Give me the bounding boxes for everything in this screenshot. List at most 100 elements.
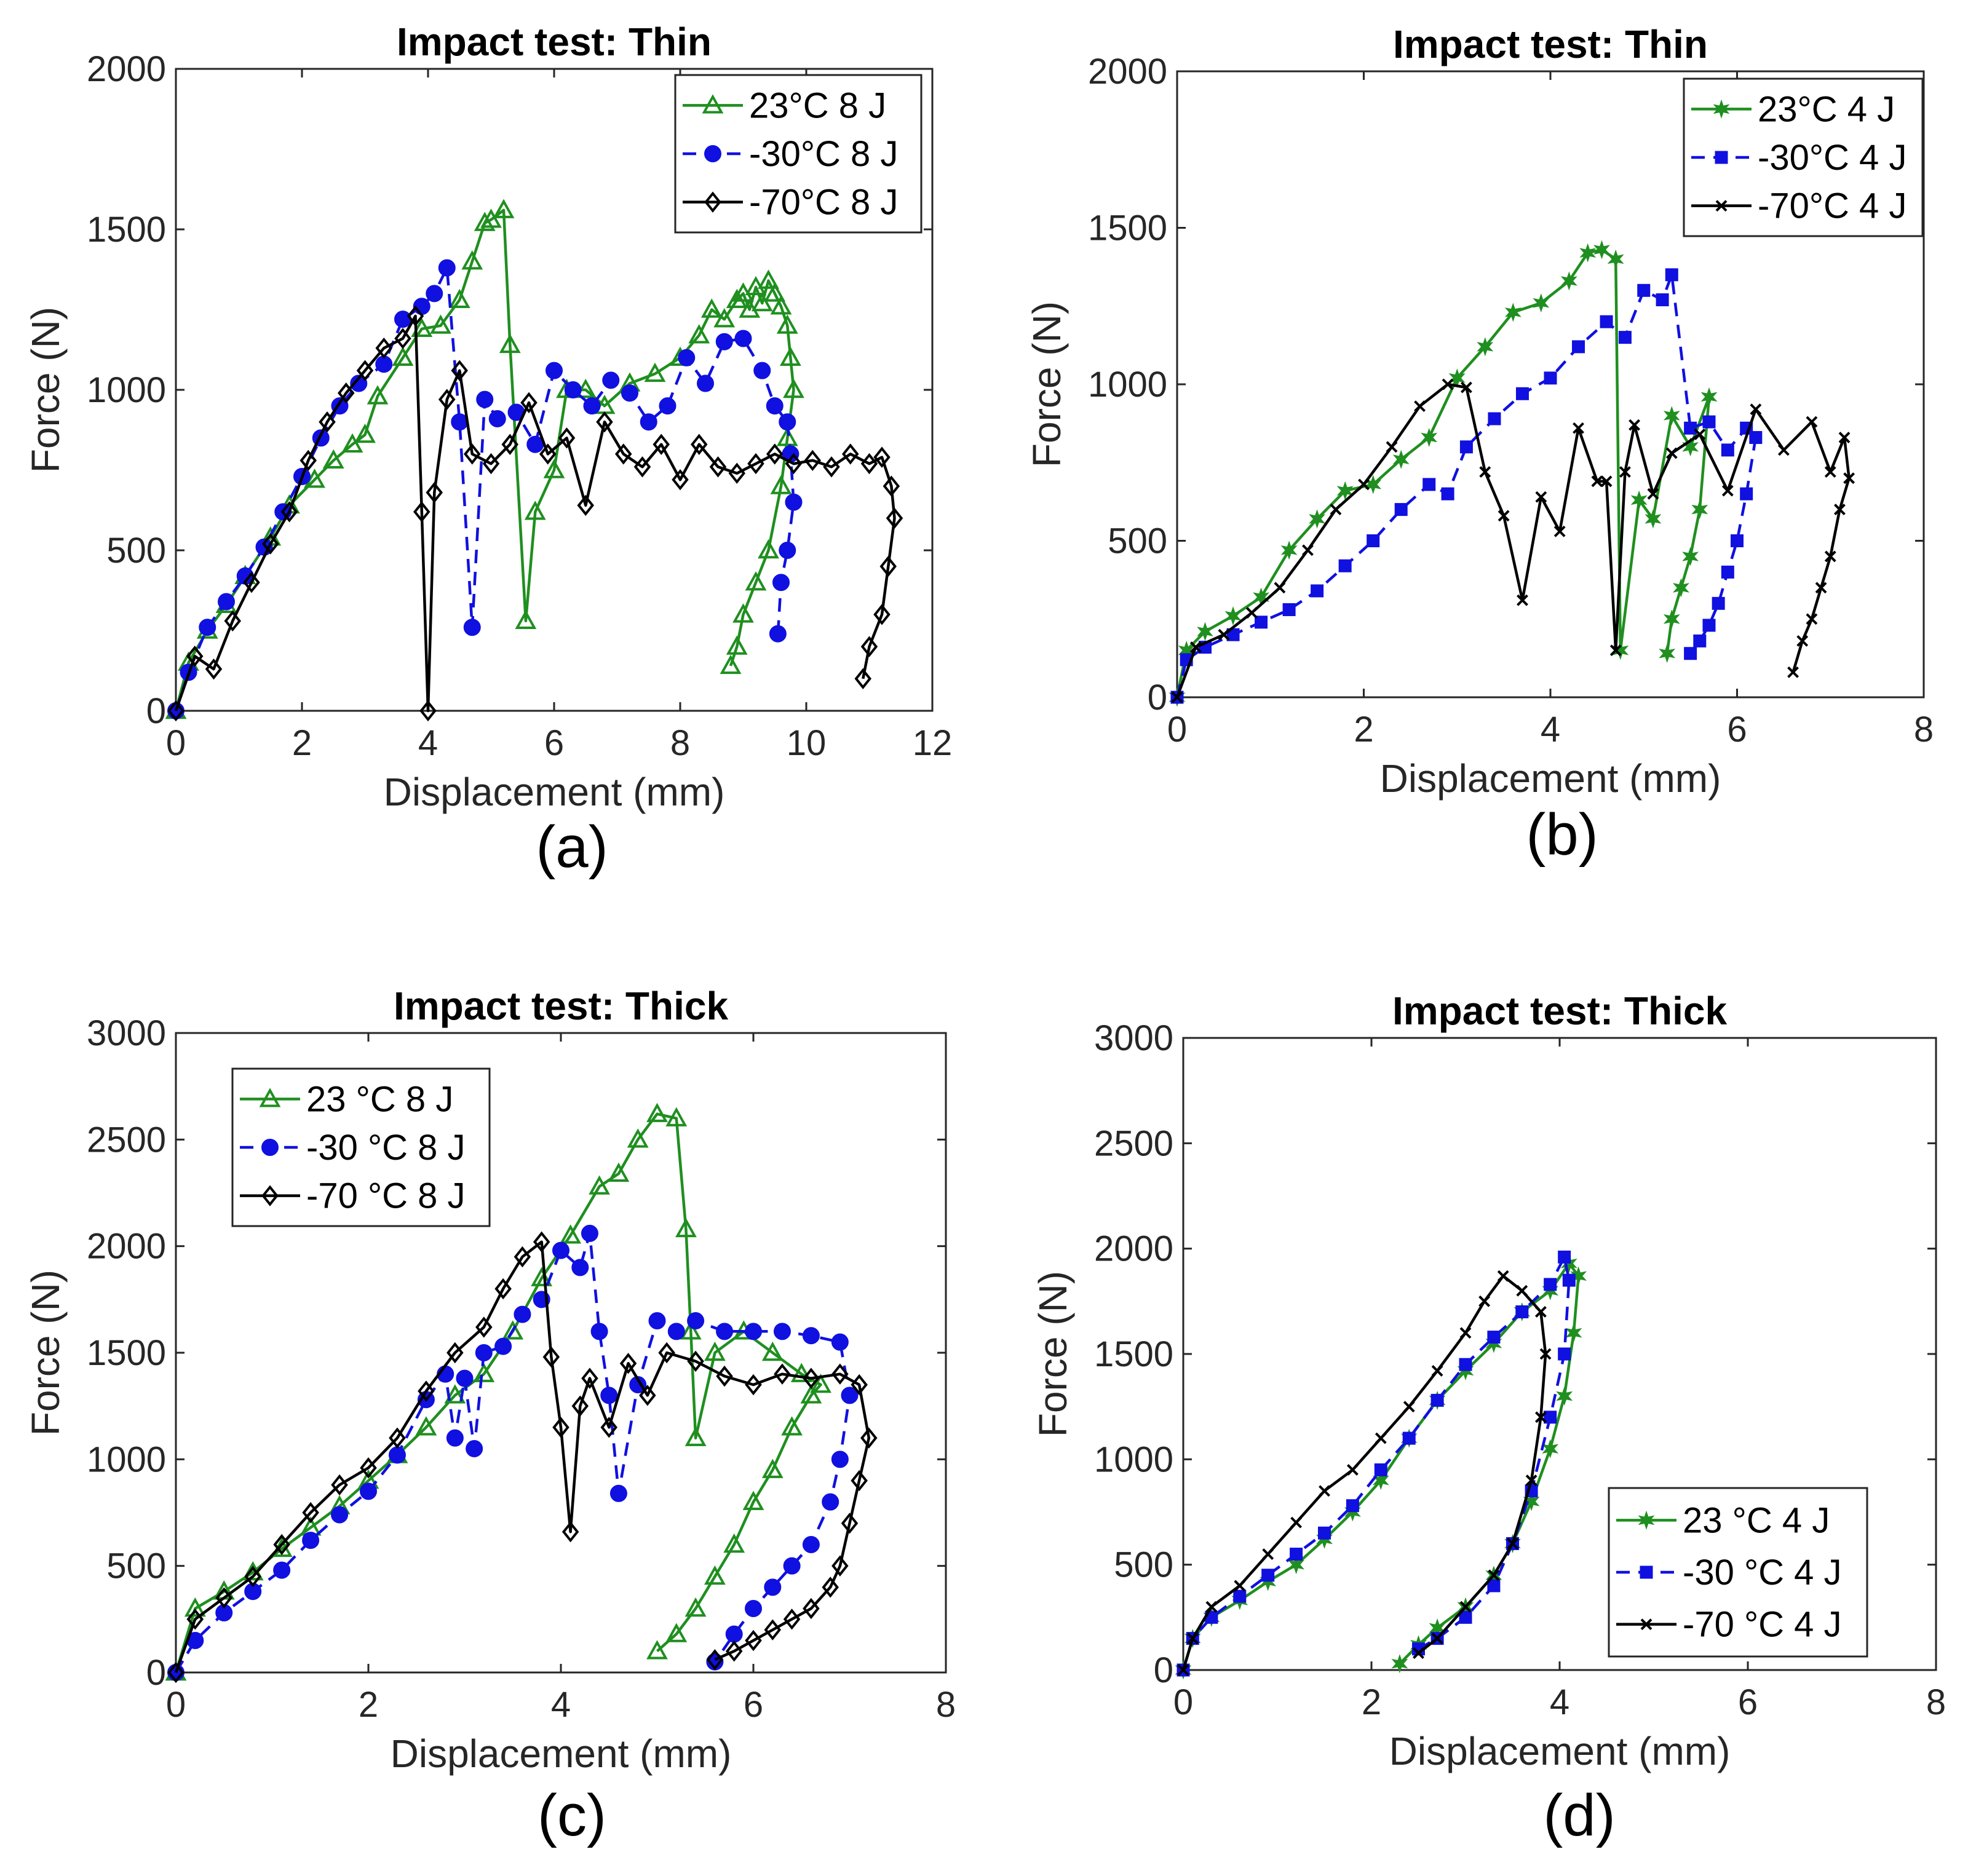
data-point [1311, 584, 1324, 598]
data-point [1346, 1464, 1359, 1476]
data-point [1459, 440, 1473, 454]
legend-marker [1713, 99, 1730, 119]
data-point [475, 1316, 493, 1338]
x-tick-label: 4 [1550, 1682, 1569, 1722]
legend-marker [1715, 200, 1728, 212]
panel-caption: (b) [1526, 802, 1598, 868]
data-point [1488, 412, 1501, 425]
legend-label: 23°C 8 J [749, 85, 886, 125]
chart-title: Impact test: Thin [397, 20, 712, 64]
data-point [1843, 472, 1855, 485]
data-point [841, 1387, 859, 1404]
data-point [745, 1629, 762, 1652]
data-point [831, 1333, 849, 1351]
data-point [1750, 403, 1762, 416]
data-point [804, 449, 822, 472]
x-tick-label: 8 [1926, 1682, 1946, 1722]
data-point [608, 1162, 630, 1182]
data-point [1682, 547, 1699, 566]
data-point [1659, 644, 1676, 663]
data-point [1593, 240, 1610, 259]
data-point [783, 378, 804, 398]
y-tick-label: 1500 [1088, 208, 1167, 248]
data-point [747, 453, 764, 475]
x-tick-label: 2 [1354, 710, 1373, 750]
data-point [672, 469, 689, 491]
y-tick-label: 3000 [87, 1013, 166, 1053]
data-point [463, 619, 481, 636]
data-point [1487, 1579, 1501, 1593]
data-point [1189, 641, 1202, 653]
data-point [488, 410, 506, 427]
data-point [1459, 1601, 1472, 1613]
data-point [764, 282, 786, 302]
data-point [466, 1440, 483, 1457]
data-point [823, 456, 840, 478]
chart-panel-b: 0 2 4 6 8 0 500 1000 1500 2000 Impact test: Thin Di… [1025, 22, 1934, 868]
data-point [680, 1320, 702, 1340]
data-point [700, 298, 723, 318]
data-point [394, 328, 411, 349]
data-point [520, 392, 538, 414]
data-point [415, 1416, 437, 1436]
y-tick-label: 500 [106, 1546, 166, 1586]
data-point [802, 1536, 820, 1553]
legend-label: -70 °C 8 J [306, 1176, 466, 1216]
data-point [790, 1363, 812, 1382]
data-point [704, 1565, 726, 1585]
data-point [1682, 437, 1699, 457]
data-point [218, 593, 235, 611]
data-point [1573, 422, 1584, 434]
series-2 [1171, 378, 1855, 703]
data-point [1459, 1358, 1472, 1371]
data-point [577, 494, 595, 516]
data-point [1280, 540, 1298, 560]
data-point [609, 1484, 627, 1502]
y-tick-label: 2500 [87, 1120, 166, 1160]
data-point [419, 700, 437, 722]
data-point [1290, 1516, 1303, 1529]
data-point [715, 333, 733, 350]
data-point [1535, 491, 1547, 503]
data-point [764, 1578, 782, 1596]
data-point [1197, 622, 1213, 641]
data-point [1558, 1347, 1571, 1361]
y-tick-label: 0 [146, 691, 166, 731]
data-point [761, 1341, 784, 1361]
data-point [831, 1363, 849, 1385]
data-point [461, 250, 483, 270]
data-point [1787, 666, 1799, 678]
data-point [1565, 1323, 1582, 1343]
data-point [1712, 596, 1725, 610]
y-tick-label: 0 [146, 1653, 166, 1693]
legend: 23 °C 4 J -30 °C 4 J -70 °C 4 J [1608, 1487, 1868, 1658]
data-point [224, 610, 242, 632]
data-point [1558, 1250, 1571, 1264]
data-point [448, 288, 470, 309]
data-point [1515, 387, 1529, 400]
y-tick-label: 500 [1114, 1545, 1173, 1585]
data-point [1330, 504, 1342, 516]
data-point [716, 1323, 734, 1340]
chart-title: Impact test: Thick [394, 984, 729, 1028]
data-point [783, 1609, 801, 1630]
data-point [1553, 525, 1566, 537]
data-point [653, 433, 670, 455]
x-tick-label: 0 [1167, 710, 1187, 750]
data-point [1282, 603, 1296, 616]
data-point [1224, 606, 1242, 626]
data-point [473, 1363, 495, 1382]
data-point [1402, 1431, 1416, 1445]
legend: 23°C 8 J -30°C 8 J -70°C 8 J [674, 74, 922, 234]
data-point [1693, 634, 1707, 647]
data-point [1309, 509, 1326, 529]
data-point [515, 609, 537, 630]
data-point [687, 1350, 704, 1372]
data-point [1609, 644, 1622, 657]
data-point [776, 314, 798, 334]
data-point [475, 1344, 493, 1361]
data-point [1721, 443, 1734, 457]
data-point [561, 1521, 579, 1543]
data-point [1318, 1526, 1331, 1540]
data-point [1539, 1348, 1552, 1360]
